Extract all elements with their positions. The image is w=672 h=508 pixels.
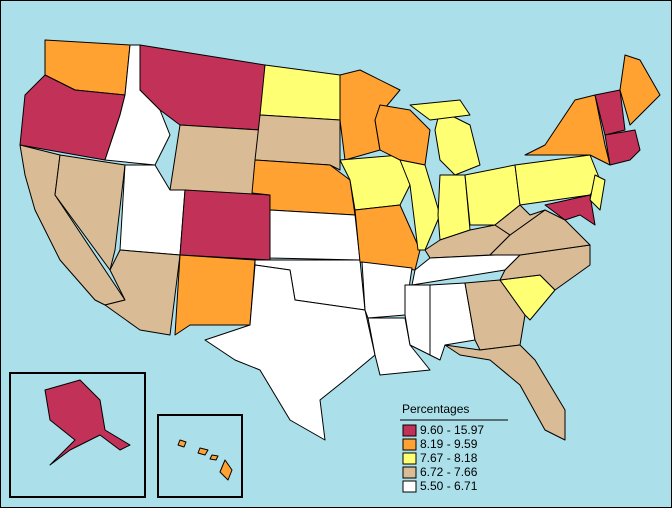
region	[409, 99, 471, 121]
legend-swatch	[402, 466, 417, 479]
legend-label: 8.19 - 9.59	[420, 437, 478, 451]
region	[589, 174, 606, 211]
hawaii-inset	[157, 414, 243, 498]
region	[269, 209, 361, 261]
region	[104, 249, 181, 336]
region	[209, 454, 219, 461]
legend-swatch	[402, 452, 417, 465]
region	[594, 89, 626, 136]
region	[54, 154, 126, 271]
alaska-inset	[9, 372, 146, 498]
legend-label: 9.60 - 15.97	[420, 423, 484, 437]
region	[619, 54, 661, 126]
legend-label: 7.67 - 8.18	[420, 451, 478, 465]
region	[354, 204, 421, 271]
region	[604, 129, 641, 166]
region	[544, 194, 596, 226]
legend: Percentages 9.60 - 15.978.19 - 9.597.67 …	[400, 402, 508, 493]
legend-label: 5.50 - 6.71	[420, 479, 478, 493]
region	[179, 189, 271, 261]
states	[19, 39, 661, 481]
region	[204, 264, 376, 441]
region	[174, 254, 256, 336]
region	[44, 379, 131, 466]
region	[259, 64, 341, 121]
region	[177, 439, 187, 448]
region	[219, 459, 233, 481]
region	[404, 284, 431, 356]
region	[437, 174, 471, 241]
legend-swatch	[402, 438, 417, 451]
region	[361, 261, 413, 319]
legend-title: Percentages	[402, 402, 469, 416]
legend-swatch	[402, 424, 417, 437]
region	[254, 114, 341, 171]
legend-label: 6.72 - 7.66	[420, 465, 478, 479]
region	[197, 447, 209, 456]
region	[524, 94, 611, 166]
region	[434, 109, 481, 176]
legend-swatch	[402, 480, 417, 493]
region	[494, 204, 546, 236]
region	[444, 344, 566, 441]
region	[169, 124, 261, 196]
